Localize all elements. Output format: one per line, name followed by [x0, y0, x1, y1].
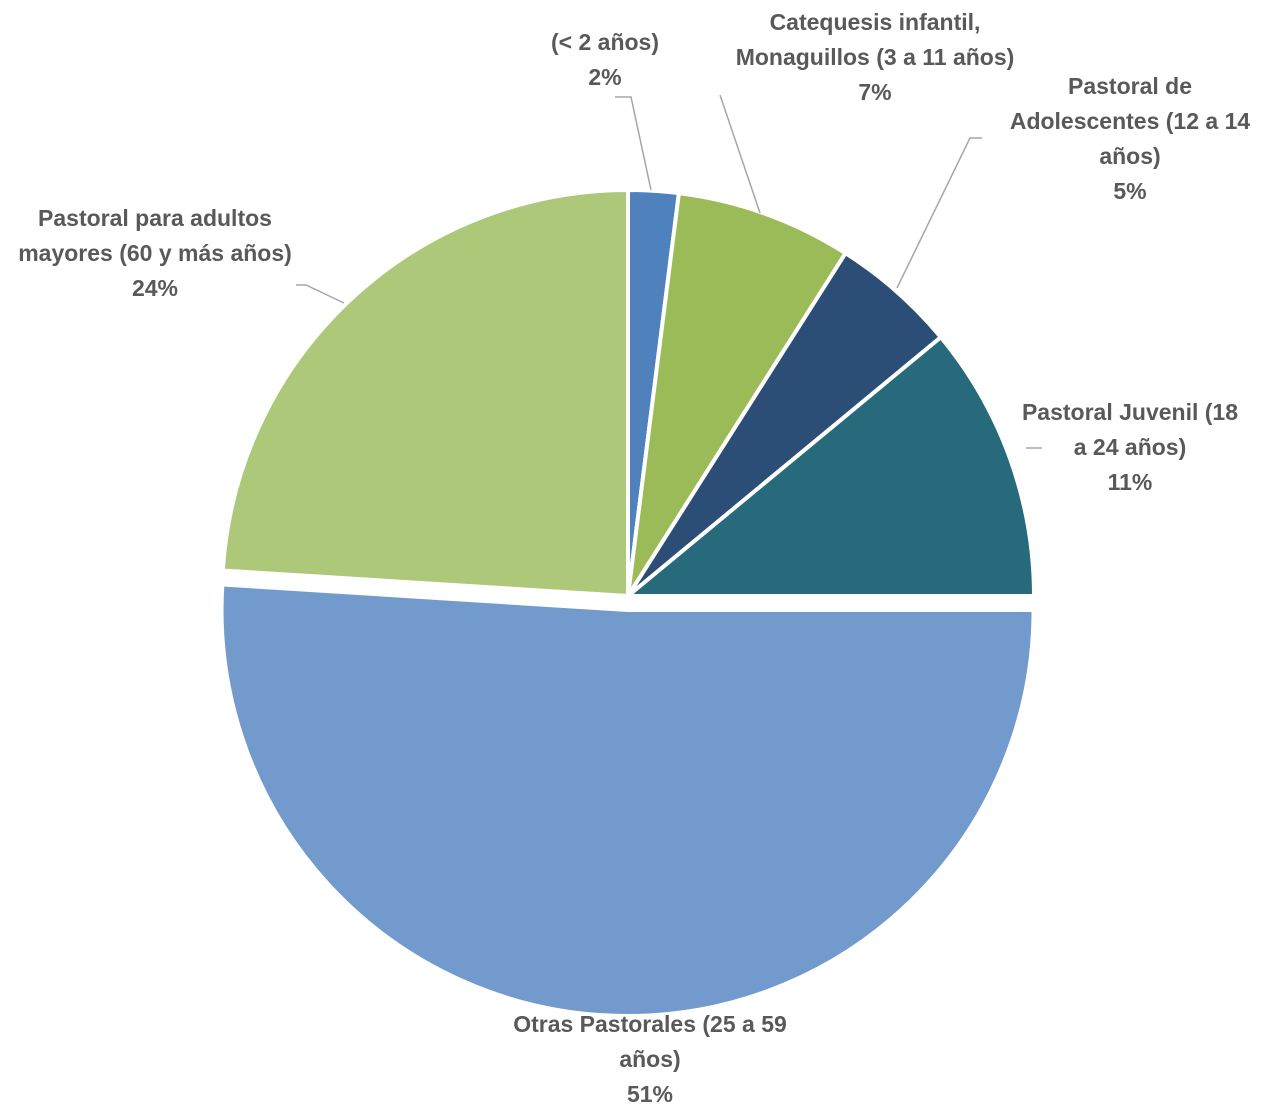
data-label-2: Catequesis infantil, Monaguillos (3 a 11 …	[736, 9, 1015, 105]
data-label-category: Catequesis infantil,	[770, 9, 981, 35]
leader-lines	[296, 94, 1042, 449]
data-label-value: 2%	[588, 64, 621, 90]
data-label-category: años)	[1099, 143, 1160, 169]
data-label-category: Pastoral de	[1068, 73, 1192, 99]
data-label-5: Otras Pastorales (25 a 59 años) 51%	[513, 1011, 787, 1104]
data-label-value: 24%	[132, 275, 178, 301]
pie-slices	[219, 187, 1037, 1018]
data-label-category: años)	[619, 1046, 680, 1072]
leader-line-2	[719, 94, 761, 214]
data-label-category: Otras Pastorales (25 a 59	[513, 1011, 787, 1037]
data-label-4: Pastoral Juvenil (18 a 24 años) 11%	[1022, 399, 1238, 495]
data-label-category: Adolescentes (12 a 14	[1010, 108, 1251, 134]
leader-line-1	[615, 96, 652, 191]
data-label-1: (< 2 años) 2%	[551, 29, 659, 90]
data-label-category: (< 2 años)	[551, 29, 659, 55]
data-label-value: 7%	[858, 79, 891, 105]
data-label-value: 51%	[627, 1081, 673, 1104]
data-label-value: 11%	[1108, 469, 1153, 495]
data-label-value: 5%	[1113, 178, 1146, 204]
data-label-category: Monaguillos (3 a 11 años)	[736, 44, 1015, 70]
pie-slice-5	[219, 582, 1036, 1018]
data-labels: (< 2 años) 2% Catequesis infantil, Monaguil…	[18, 9, 1250, 1104]
data-label-category: mayores (60 y más años)	[18, 240, 292, 266]
pie-slice-4	[622, 334, 1037, 598]
data-label-category: a 24 años)	[1074, 434, 1187, 460]
leader-line-6	[296, 284, 345, 304]
pie-slice-6	[220, 187, 630, 599]
data-label-category: Pastoral para adultos	[38, 205, 272, 231]
pie-slice-2	[626, 190, 849, 598]
data-label-3: Pastoral de Adolescentes (12 a 14 años) 5%	[1010, 73, 1251, 204]
leader-line-3	[896, 137, 982, 289]
data-label-6: Pastoral para adultos mayores (60 y más a…	[18, 205, 292, 301]
data-label-category: Pastoral Juvenil (18	[1022, 399, 1238, 425]
